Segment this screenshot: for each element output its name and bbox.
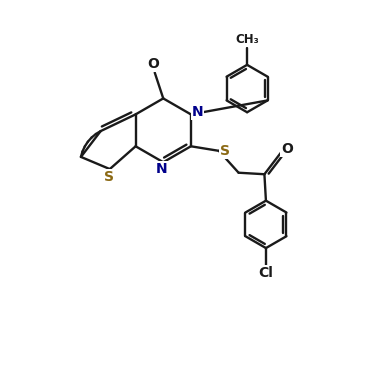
Text: O: O [147,57,159,71]
Text: S: S [220,144,230,158]
Text: CH₃: CH₃ [235,33,259,46]
Text: N: N [156,162,168,176]
Text: O: O [281,142,293,156]
Text: S: S [104,170,114,184]
Text: Cl: Cl [258,266,273,280]
Text: N: N [192,105,203,119]
